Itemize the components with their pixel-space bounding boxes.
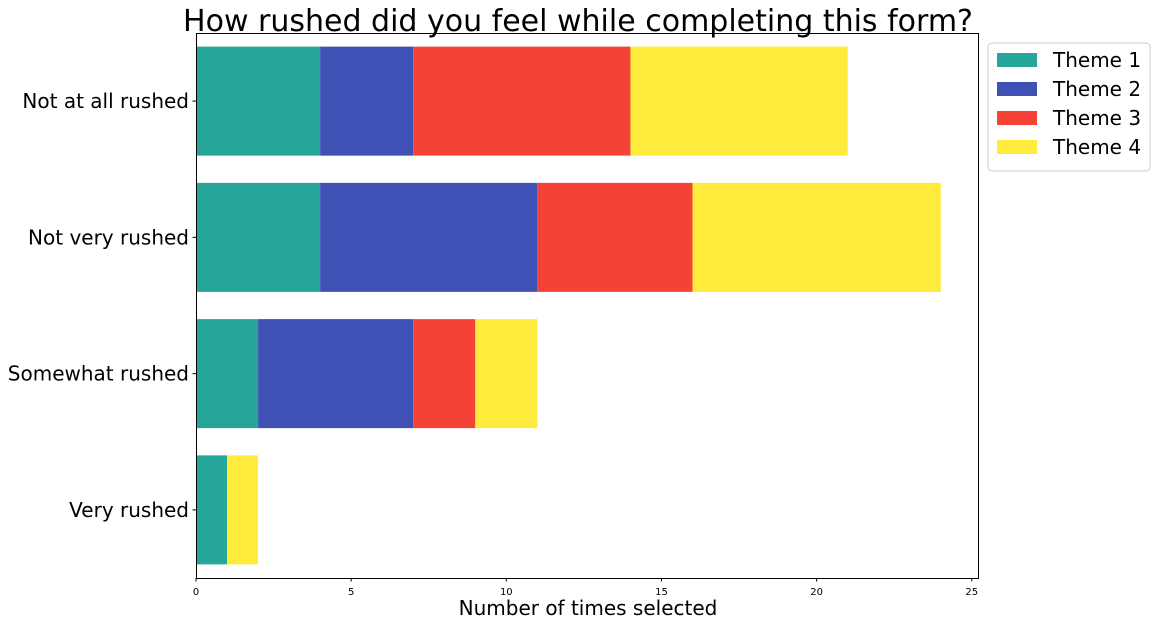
bar-somewhat-rushed-theme-4 <box>475 319 538 429</box>
x-axis-label: Number of times selected <box>459 596 718 620</box>
legend-label-theme-1: Theme 1 <box>1052 48 1141 72</box>
x-tick-label-15: 15 <box>655 587 668 598</box>
legend-swatch-theme-2 <box>997 82 1037 96</box>
x-tick-label-5: 5 <box>348 587 354 598</box>
legend-label-theme-2: Theme 2 <box>1052 77 1141 101</box>
bar-not-very-rushed-theme-1 <box>196 182 321 292</box>
legend: Theme 1 Theme 2 Theme 3 Theme 4 <box>987 42 1151 172</box>
x-axis: 0 5 10 15 20 25 <box>193 578 978 598</box>
bar-not-at-all-rushed-theme-1 <box>196 46 321 156</box>
x-tick-label-10: 10 <box>500 587 513 598</box>
x-tick-label-25: 25 <box>965 587 978 598</box>
bar-somewhat-rushed-theme-1 <box>196 319 259 429</box>
legend-swatch-theme-1 <box>997 53 1037 67</box>
bar-not-very-rushed-theme-2 <box>320 182 538 292</box>
bars-layer <box>196 46 941 565</box>
legend-swatch-theme-4 <box>997 140 1037 154</box>
bar-very-rushed-theme-1 <box>196 455 228 565</box>
y-tick-label-very-rushed: Very rushed <box>69 498 189 522</box>
legend-swatch-theme-3 <box>997 111 1037 125</box>
y-axis: Not at all rushed Not very rushed Somewhat… <box>8 89 196 522</box>
bar-somewhat-rushed-theme-3 <box>413 319 476 429</box>
bar-not-very-rushed-theme-3 <box>537 182 693 292</box>
bar-very-rushed-theme-4 <box>227 455 259 565</box>
legend-label-theme-4: Theme 4 <box>1052 135 1141 159</box>
legend-frame <box>987 42 1151 172</box>
plot-area-frame <box>196 33 979 579</box>
y-tick-label-somewhat-rushed: Somewhat rushed <box>8 362 189 386</box>
y-tick-label-not-very-rushed: Not very rushed <box>28 225 189 249</box>
legend-label-theme-3: Theme 3 <box>1052 106 1141 130</box>
x-tick-label-20: 20 <box>810 587 823 598</box>
bar-not-at-all-rushed-theme-4 <box>630 46 848 156</box>
bar-not-at-all-rushed-theme-3 <box>413 46 631 156</box>
y-tick-label-not-at-all-rushed: Not at all rushed <box>22 89 189 113</box>
bar-not-at-all-rushed-theme-2 <box>320 46 414 156</box>
bar-somewhat-rushed-theme-2 <box>258 319 414 429</box>
x-tick-label-0: 0 <box>193 587 199 598</box>
bar-not-very-rushed-theme-4 <box>692 182 941 292</box>
